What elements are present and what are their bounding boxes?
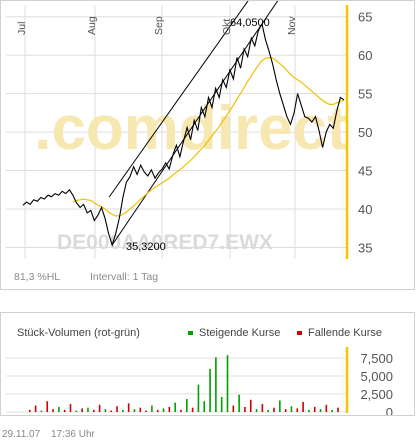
volume-bar <box>226 355 229 412</box>
y-tick-label: 35 <box>358 240 372 255</box>
security-id-watermark: DE000AA0RED7.EWX <box>57 231 273 254</box>
volume-bar <box>151 405 153 412</box>
status-percent: 81,3 %HL <box>14 271 60 283</box>
footer-date: 29.11.07 <box>2 429 41 440</box>
legend-up-swatch <box>188 331 193 335</box>
volume-bar <box>110 410 113 412</box>
volume-bar <box>279 400 281 412</box>
y-tick-label: 50 <box>358 125 372 140</box>
volume-bar <box>69 404 72 412</box>
volume-y-tick-label: 2,500 <box>360 387 393 402</box>
volume-bar <box>29 409 31 412</box>
y-tick-label: 60 <box>358 48 372 63</box>
x-tick-label: Okt <box>221 19 233 35</box>
channel-line-upper <box>108 0 250 198</box>
volume-chart-panel: Stück-Volumen (rot-grün) Steigende Kurse… <box>0 312 415 420</box>
price-chart: .comdirect DE000AA0RED7.EWX JulAugSepOkt… <box>6 0 372 283</box>
x-tick-label: Sep <box>153 16 165 35</box>
volume-bar <box>255 409 258 412</box>
volume-title: Stück-Volumen (rot-grün) <box>17 327 140 339</box>
volume-bar <box>63 409 66 412</box>
footer: 29.11.07 17:36 Uhr <box>2 429 103 440</box>
volume-bar <box>92 409 95 412</box>
volume-chart: Stück-Volumen (rot-grün) Steigende Kurse… <box>6 327 393 420</box>
price-chart-panel: .comdirect DE000AA0RED7.EWX JulAugSepOkt… <box>0 0 415 290</box>
volume-bar <box>244 406 246 412</box>
volume-bar <box>238 394 240 412</box>
volume-bar <box>87 407 89 412</box>
volume-bar <box>273 407 275 412</box>
volume-bar <box>122 409 124 412</box>
volume-y-ticks: 0 2,500 5,000 7,500 <box>360 351 393 420</box>
footer-time: 17:36 Uhr <box>50 429 95 440</box>
volume-bar <box>232 405 235 412</box>
volume-bar <box>98 404 101 412</box>
volume-bar <box>337 407 339 412</box>
volume-bar <box>203 401 206 412</box>
volume-y-tick-label: 0 <box>386 405 393 415</box>
y-tick-label: 45 <box>358 164 372 179</box>
volume-bar <box>302 401 304 412</box>
low-label: 35,3200 <box>126 241 166 253</box>
high-label: 64,0500 <box>230 17 270 29</box>
volume-bar <box>127 403 130 412</box>
volume-bar <box>40 410 43 412</box>
volume-bar <box>325 404 328 412</box>
legend-down-label: Fallende Kurse <box>308 327 382 339</box>
volume-bar <box>186 399 188 412</box>
volume-bar <box>308 409 310 412</box>
volume-bar <box>313 406 316 412</box>
volume-bar <box>290 406 293 412</box>
price-line <box>22 22 345 247</box>
volume-bar <box>209 368 211 412</box>
volume-bar <box>145 410 147 412</box>
volume-bar <box>174 402 176 412</box>
interval-label: Intervall: 1 Tag <box>90 271 158 283</box>
volume-bar <box>191 407 194 412</box>
volume-y-tick-label: 7,500 <box>360 351 393 366</box>
volume-bar <box>81 408 83 412</box>
volume-bar <box>284 409 287 412</box>
volume-bar <box>296 408 299 412</box>
y-axis-ticks: 35 40 45 50 55 60 65 <box>358 10 372 256</box>
x-tick-label: Nov <box>286 16 298 35</box>
volume-bar <box>52 409 54 412</box>
volume-bar <box>168 406 171 412</box>
volume-bar <box>267 409 270 412</box>
volume-bar <box>139 407 142 412</box>
volume-bar <box>331 409 333 412</box>
x-tick-label: Aug <box>86 16 98 35</box>
x-tick-label: Jul <box>16 22 28 35</box>
y-tick-label: 55 <box>358 87 372 102</box>
x-axis-ticks: Jul Aug Sep Okt Nov <box>16 16 298 35</box>
volume-grid <box>6 357 346 413</box>
volume-bar <box>116 406 118 412</box>
volume-bar <box>58 406 60 412</box>
volume-bars <box>29 355 339 412</box>
volume-bar <box>75 410 78 412</box>
y-tick-label: 40 <box>358 202 372 217</box>
volume-bar <box>104 409 107 412</box>
volume-bar <box>197 384 200 412</box>
price-grid <box>6 5 346 259</box>
volume-bar <box>319 409 322 412</box>
legend-up-label: Steigende Kurse <box>199 327 280 339</box>
volume-bar <box>46 401 49 412</box>
volume-bar <box>261 404 264 412</box>
y-tick-label: 65 <box>358 10 372 25</box>
volume-bar <box>220 396 223 412</box>
volume-bar <box>215 357 217 412</box>
volume-bar <box>180 409 182 412</box>
moving-average-line <box>72 56 345 217</box>
volume-bar <box>249 399 252 412</box>
volume-y-tick-label: 5,000 <box>360 369 393 384</box>
volume-bar <box>156 409 159 412</box>
volume-bar <box>162 408 165 412</box>
legend-down-swatch <box>297 331 302 335</box>
volume-bar <box>34 405 37 412</box>
volume-bar <box>133 409 136 412</box>
